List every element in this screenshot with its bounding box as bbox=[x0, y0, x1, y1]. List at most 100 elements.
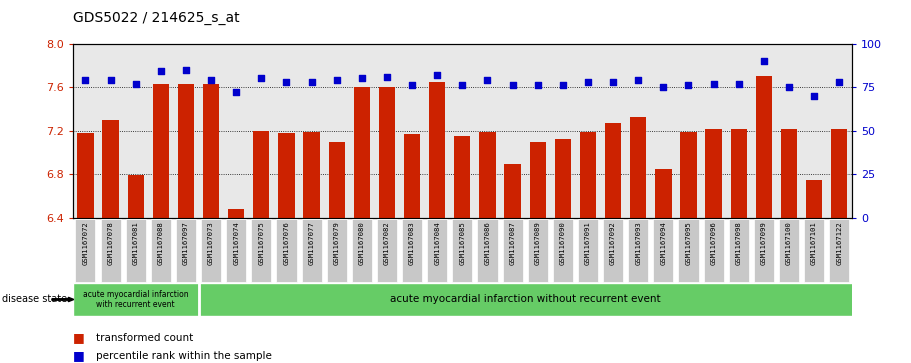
Text: ■: ■ bbox=[73, 349, 85, 362]
Point bbox=[580, 79, 595, 85]
Point bbox=[254, 76, 269, 81]
Point bbox=[556, 82, 570, 88]
Text: GSM1167086: GSM1167086 bbox=[485, 221, 490, 265]
Bar bbox=[455, 136, 470, 218]
FancyBboxPatch shape bbox=[176, 219, 196, 282]
Point bbox=[380, 74, 394, 79]
Text: GSM1167098: GSM1167098 bbox=[736, 221, 742, 265]
Text: GSM1167082: GSM1167082 bbox=[384, 221, 390, 265]
FancyBboxPatch shape bbox=[452, 219, 473, 282]
FancyBboxPatch shape bbox=[76, 219, 96, 282]
Point bbox=[304, 79, 319, 85]
Point bbox=[832, 79, 846, 85]
Bar bbox=[73, 283, 199, 316]
FancyBboxPatch shape bbox=[703, 219, 723, 282]
Point bbox=[430, 72, 445, 78]
Point bbox=[706, 81, 721, 86]
Text: ■: ■ bbox=[73, 331, 85, 344]
Bar bbox=[731, 129, 747, 218]
Text: GSM1167072: GSM1167072 bbox=[82, 221, 88, 265]
Bar bbox=[781, 129, 797, 218]
Bar bbox=[278, 133, 294, 218]
Point bbox=[756, 58, 771, 64]
FancyBboxPatch shape bbox=[503, 219, 523, 282]
Text: GSM1167073: GSM1167073 bbox=[208, 221, 214, 265]
Text: GSM1167092: GSM1167092 bbox=[610, 221, 616, 265]
Bar bbox=[404, 134, 420, 218]
FancyBboxPatch shape bbox=[779, 219, 799, 282]
Point bbox=[78, 77, 93, 83]
Text: acute myocardial infarction
with recurrent event: acute myocardial infarction with recurre… bbox=[83, 290, 189, 309]
Point bbox=[681, 82, 696, 88]
FancyBboxPatch shape bbox=[527, 219, 548, 282]
Point bbox=[330, 77, 344, 83]
Bar bbox=[253, 131, 270, 218]
Text: GSM1167094: GSM1167094 bbox=[660, 221, 666, 265]
FancyBboxPatch shape bbox=[226, 219, 246, 282]
FancyBboxPatch shape bbox=[629, 219, 649, 282]
Text: transformed count: transformed count bbox=[96, 333, 193, 343]
FancyBboxPatch shape bbox=[427, 219, 447, 282]
Bar bbox=[178, 84, 194, 218]
Bar bbox=[303, 132, 320, 218]
Bar bbox=[479, 132, 496, 218]
FancyBboxPatch shape bbox=[327, 219, 347, 282]
Bar bbox=[705, 129, 722, 218]
Bar bbox=[329, 142, 345, 218]
Bar bbox=[806, 180, 823, 218]
Bar bbox=[505, 164, 521, 218]
Point bbox=[103, 77, 118, 83]
Text: GSM1167081: GSM1167081 bbox=[133, 221, 138, 265]
FancyBboxPatch shape bbox=[276, 219, 296, 282]
FancyBboxPatch shape bbox=[251, 219, 271, 282]
Point bbox=[229, 89, 243, 95]
Bar bbox=[353, 87, 370, 218]
Point bbox=[279, 79, 293, 85]
Text: GSM1167085: GSM1167085 bbox=[459, 221, 466, 265]
Bar bbox=[655, 169, 671, 218]
FancyBboxPatch shape bbox=[126, 219, 146, 282]
FancyBboxPatch shape bbox=[729, 219, 749, 282]
FancyBboxPatch shape bbox=[100, 219, 120, 282]
Text: GSM1167097: GSM1167097 bbox=[183, 221, 189, 265]
Point bbox=[354, 76, 369, 81]
FancyBboxPatch shape bbox=[679, 219, 699, 282]
FancyBboxPatch shape bbox=[603, 219, 623, 282]
FancyBboxPatch shape bbox=[653, 219, 673, 282]
Bar bbox=[831, 129, 847, 218]
Text: GDS5022 / 214625_s_at: GDS5022 / 214625_s_at bbox=[73, 11, 240, 25]
Bar bbox=[579, 132, 596, 218]
Text: GSM1167075: GSM1167075 bbox=[259, 221, 264, 265]
Bar bbox=[605, 123, 621, 218]
Text: GSM1167088: GSM1167088 bbox=[158, 221, 164, 265]
Text: GSM1167084: GSM1167084 bbox=[435, 221, 440, 265]
Bar bbox=[199, 283, 865, 316]
Point bbox=[506, 82, 520, 88]
Bar bbox=[379, 87, 395, 218]
Point bbox=[606, 79, 620, 85]
Point bbox=[480, 77, 495, 83]
FancyBboxPatch shape bbox=[201, 219, 221, 282]
Bar bbox=[77, 133, 94, 218]
Point bbox=[204, 77, 219, 83]
Text: GSM1167078: GSM1167078 bbox=[107, 221, 114, 265]
Text: GSM1167100: GSM1167100 bbox=[786, 221, 792, 265]
Text: GSM1167083: GSM1167083 bbox=[409, 221, 415, 265]
Text: GSM1167122: GSM1167122 bbox=[836, 221, 843, 265]
Text: GSM1167093: GSM1167093 bbox=[635, 221, 641, 265]
Text: acute myocardial infarction without recurrent event: acute myocardial infarction without recu… bbox=[390, 294, 660, 305]
FancyBboxPatch shape bbox=[377, 219, 397, 282]
FancyBboxPatch shape bbox=[352, 219, 372, 282]
Bar bbox=[529, 142, 546, 218]
Bar bbox=[153, 84, 169, 218]
FancyBboxPatch shape bbox=[804, 219, 824, 282]
Point bbox=[656, 84, 670, 90]
Point bbox=[782, 84, 796, 90]
Text: GSM1167101: GSM1167101 bbox=[811, 221, 817, 265]
Point bbox=[530, 82, 545, 88]
Point bbox=[807, 93, 822, 99]
Text: disease state: disease state bbox=[2, 294, 67, 305]
FancyBboxPatch shape bbox=[578, 219, 598, 282]
Point bbox=[631, 77, 646, 83]
Bar bbox=[756, 76, 772, 218]
